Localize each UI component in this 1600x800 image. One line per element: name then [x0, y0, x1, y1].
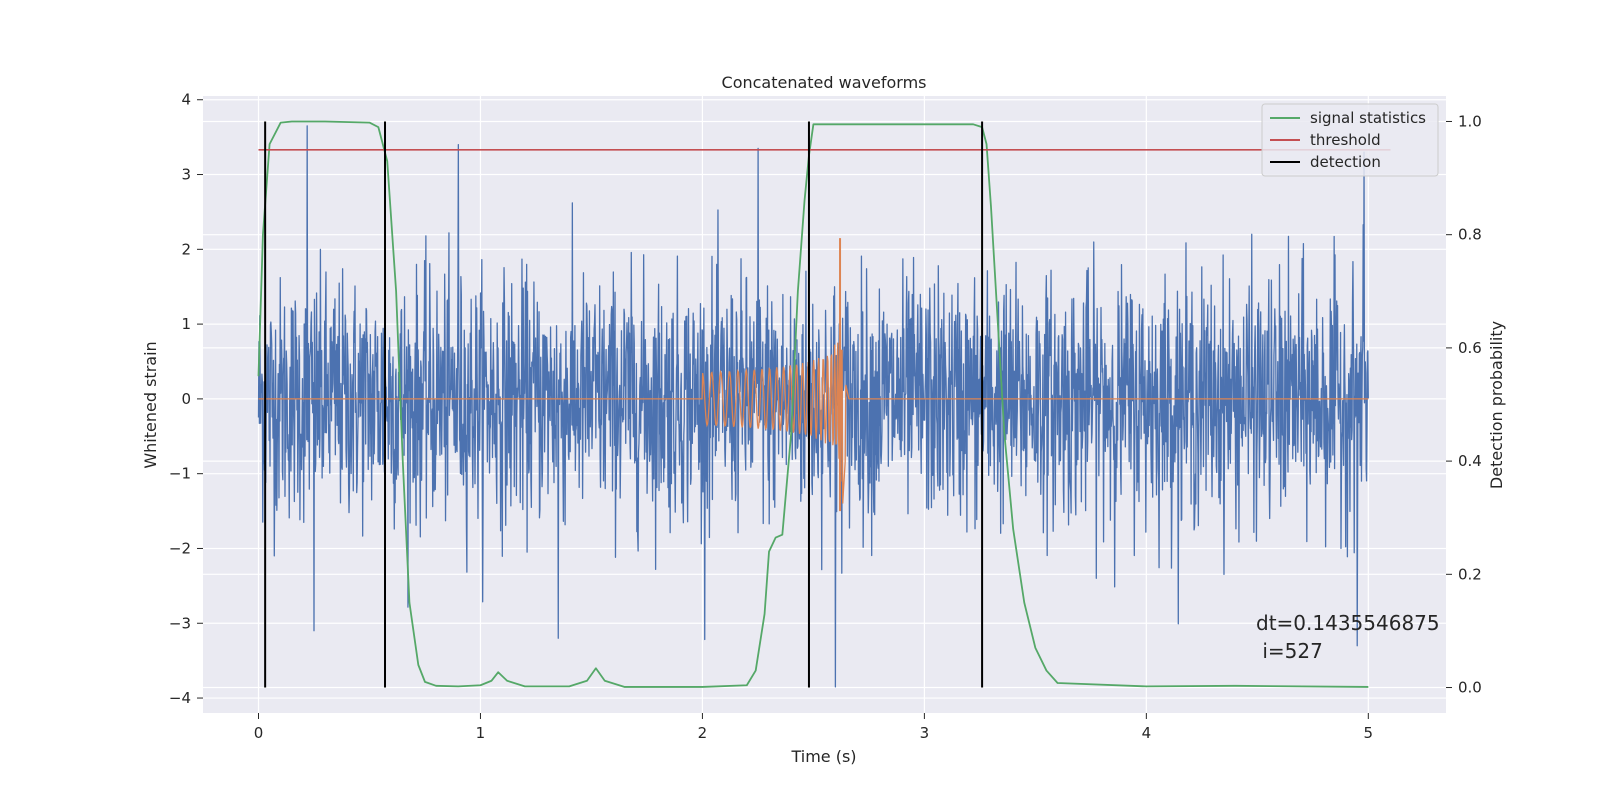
y-left-tick-label-7: 3: [181, 166, 191, 184]
x-axis-label: Time (s): [790, 747, 856, 766]
y-axis-left-label: Whitened strain: [141, 341, 160, 468]
y-right-tick-label-0: 0.0: [1458, 679, 1482, 697]
annotation-i: i=527: [1256, 639, 1323, 663]
y-axis-right-label: Detection probability: [1487, 321, 1506, 489]
series-strain-noise: [257, 125, 1369, 688]
x-tick-label-4: 4: [1142, 724, 1152, 742]
annotation-dt: dt=0.1435546875: [1256, 611, 1440, 635]
x-tick-label-5: 5: [1364, 724, 1374, 742]
y-left-tick-label-3: −1: [169, 465, 191, 483]
legend: signal statistics threshold detection: [1261, 103, 1439, 177]
chart-title: Concatenated waveforms: [722, 73, 927, 92]
x-tick-label-0: 0: [254, 724, 264, 742]
series-layer: [257, 120, 1391, 688]
legend-label-1: threshold: [1310, 131, 1381, 149]
y-left-tick-label-6: 2: [181, 240, 191, 258]
x-tick-label-2: 2: [698, 724, 708, 742]
x-tick-label-1: 1: [476, 724, 486, 742]
series-chirp: [258, 342, 1369, 504]
y-left-tick-label-5: 1: [181, 315, 191, 333]
y-right-tick-label-4: 0.8: [1458, 226, 1482, 244]
y-left-tick-label-1: −3: [169, 614, 191, 632]
y-axis-right: 0.0 0.2 0.4 0.6 0.8 1.0: [1446, 112, 1482, 697]
x-axis: 0 1 2 3 4 5: [254, 713, 1373, 742]
y-left-tick-label-8: 4: [181, 91, 191, 109]
y-left-tick-label-2: −2: [169, 539, 191, 557]
y-right-tick-label-5: 1.0: [1458, 112, 1482, 130]
y-axis-left: −4 −3 −2 −1 0 1 2 3 4: [169, 91, 203, 707]
legend-box: [1261, 103, 1439, 177]
y-right-tick-label-3: 0.6: [1458, 339, 1482, 357]
x-tick-label-3: 3: [920, 724, 930, 742]
y-right-tick-label-1: 0.2: [1458, 565, 1482, 583]
legend-label-0: signal statistics: [1310, 109, 1426, 127]
y-left-tick-label-4: 0: [181, 390, 191, 408]
legend-label-2: detection: [1310, 153, 1381, 171]
y-left-tick-label-0: −4: [169, 689, 191, 707]
y-right-tick-label-2: 0.4: [1458, 452, 1482, 470]
